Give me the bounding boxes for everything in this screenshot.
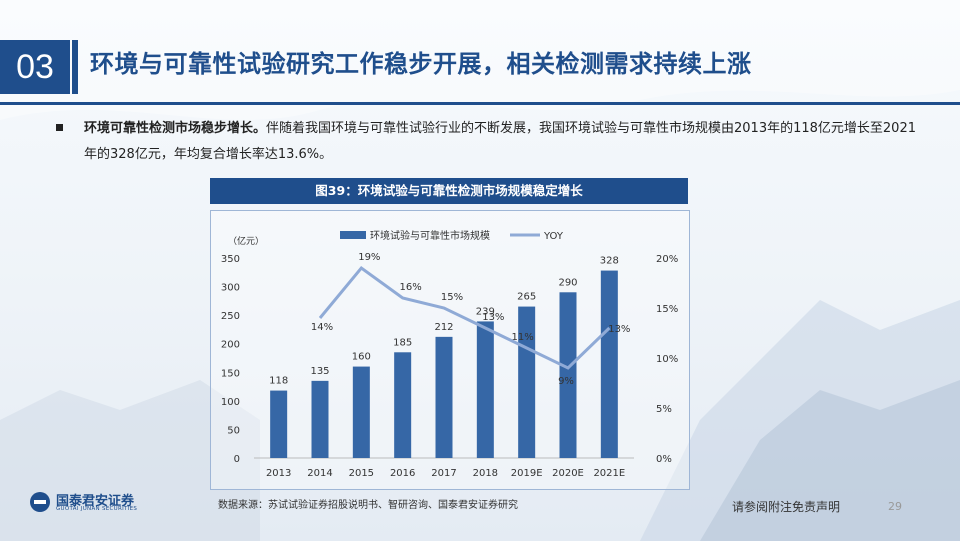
bar-value-label: 265 (517, 292, 536, 303)
logo-icon (30, 492, 50, 512)
x-tick-label: 2020E (552, 468, 584, 479)
y-tick-label: 250 (221, 311, 240, 322)
y-axis-unit: （亿元） (228, 235, 264, 247)
y-tick-label: 50 (227, 425, 240, 436)
page-number: 29 (888, 500, 902, 513)
bullet-icon (56, 124, 63, 131)
y-tick-label: 200 (221, 340, 240, 351)
bar (476, 321, 494, 458)
y-tick-label: 150 (221, 368, 240, 379)
data-source: 数据来源：苏试试验证券招股说明书、智研咨询、国泰君安证券研究 (218, 500, 518, 511)
y2-tick-label: 0% (656, 454, 672, 465)
bar-value-label: 212 (434, 322, 453, 333)
x-tick-label: 2015 (349, 468, 374, 479)
logo-text: 国泰君安证券 (56, 494, 135, 509)
yoy-value-label: 19% (358, 252, 380, 263)
legend-swatch-bar (340, 231, 366, 239)
yoy-value-label: 13% (608, 324, 630, 335)
header: 03 环境与可靠性试验研究工作稳步开展，相关检测需求持续上涨 (0, 36, 960, 105)
y2-tick-label: 20% (656, 254, 678, 265)
body-paragraph: 环境可靠性检测市场稳步增长。伴随着我国环境与可靠性试验行业的不断发展，我国环境试… (84, 116, 924, 168)
logo-subtext: GUOTAI JUNAN SECURITIES (56, 506, 138, 512)
bar (311, 380, 329, 458)
company-logo: 国泰君安证券 GUOTAI JUNAN SECURITIES (30, 490, 150, 514)
x-tick-label: 2014 (307, 468, 332, 479)
legend-label-bar: 环境试验与可靠性市场规模 (370, 229, 490, 242)
bar-value-label: 328 (600, 256, 619, 267)
bar (352, 366, 370, 458)
x-tick-label: 2019E (511, 468, 543, 479)
page-title: 环境与可靠性试验研究工作稳步开展，相关检测需求持续上涨 (90, 50, 752, 78)
x-tick-label: 2021E (593, 468, 625, 479)
y-tick-label: 300 (221, 283, 240, 294)
header-rule (0, 102, 960, 105)
yoy-value-label: 11% (512, 332, 534, 343)
bar (518, 306, 536, 458)
y2-tick-label: 5% (656, 404, 672, 415)
yoy-value-label: 13% (482, 312, 504, 323)
y-tick-label: 350 (221, 254, 240, 265)
x-tick-label: 2018 (473, 468, 498, 479)
bar (270, 390, 288, 458)
yoy-value-label: 9% (558, 376, 574, 387)
bar-value-label: 239 (476, 306, 495, 317)
section-divider (72, 40, 78, 94)
figure-title: 图39：环境试验与可靠性检测市场规模稳定增长 (210, 178, 688, 204)
x-tick-label: 2013 (266, 468, 291, 479)
chart: （亿元） 0 50 100 150 200 250 300 350 0% 5% 10% 15% 20% 11… (221, 229, 678, 479)
bar (600, 270, 618, 458)
y2-tick-label: 10% (656, 354, 678, 365)
yoy-value-label: 15% (441, 292, 463, 303)
bar (435, 336, 453, 458)
y2-tick-label: 15% (656, 304, 678, 315)
disclaimer-link[interactable]: 请参阅附注免责声明 (732, 500, 841, 514)
x-tick-label: 2017 (431, 468, 456, 479)
body-lead: 环境可靠性检测市场稳步增长。 (84, 121, 267, 136)
yoy-line (318, 265, 611, 370)
body-text: 伴随着我国环境与可靠性试验行业的不断发展，我国环境试验与可靠性市场规模由2013… (84, 121, 916, 162)
bar-value-label: 185 (393, 337, 412, 348)
bar (559, 292, 577, 458)
y-tick-label: 100 (221, 397, 240, 408)
bar-value-label: 135 (310, 366, 329, 377)
legend-label-line: YOY (543, 231, 564, 242)
y-tick-label: 0 (234, 454, 240, 465)
bar-value-label: 290 (558, 277, 577, 288)
x-tick-label: 2016 (390, 468, 415, 479)
bar (394, 352, 412, 458)
yoy-value-label: 16% (400, 282, 422, 293)
bar-value-label: 160 (352, 352, 371, 363)
yoy-value-label: 14% (311, 322, 333, 333)
section-number: 03 (0, 40, 70, 94)
bar-value-label: 118 (269, 376, 288, 387)
